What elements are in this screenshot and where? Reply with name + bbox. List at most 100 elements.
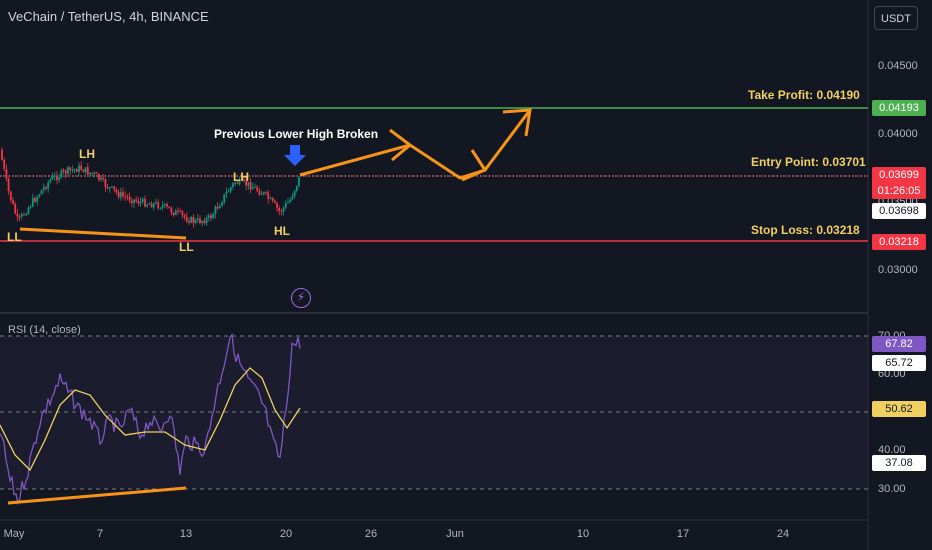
candle-body <box>75 169 78 173</box>
candle-body <box>56 175 58 181</box>
candle-body <box>36 196 39 202</box>
candle-body <box>119 192 122 198</box>
candle-body <box>192 216 195 224</box>
time-tick-2: 13 <box>179 528 193 540</box>
candle-body <box>278 207 281 211</box>
candle-body <box>291 196 294 200</box>
candle-body <box>29 206 32 208</box>
candle-body <box>3 159 6 169</box>
candle-body <box>106 187 109 189</box>
rsi-tick-60: 60.00 <box>878 368 906 380</box>
candle-body <box>234 182 237 184</box>
candle-body <box>12 200 14 204</box>
candle-body <box>124 196 127 198</box>
candle-body <box>236 182 239 184</box>
projection-arrowhead-1 <box>389 128 413 162</box>
candle-body <box>16 213 19 217</box>
candle-body <box>47 182 50 189</box>
candle-body <box>216 206 219 209</box>
candle-body <box>214 206 217 214</box>
breakout-arrow-icon <box>284 145 306 166</box>
candle-body <box>73 169 76 171</box>
candle-body <box>128 196 131 201</box>
candle-body <box>168 206 171 209</box>
candle-body <box>5 168 8 179</box>
candle-body <box>205 217 208 224</box>
lightning-bolt-icon[interactable]: ⚡ <box>291 288 311 308</box>
candle-body <box>25 214 28 216</box>
candle-body <box>163 204 166 206</box>
candle-body <box>60 170 63 178</box>
candle-body <box>229 187 232 192</box>
currency-button[interactable]: USDT <box>874 6 918 30</box>
candle-body <box>188 221 190 223</box>
candle-body <box>1 150 3 160</box>
candle-body <box>159 207 162 209</box>
candle-body <box>38 194 41 197</box>
candle-body <box>23 214 25 216</box>
candle-body <box>102 177 105 180</box>
candle-body <box>82 169 85 173</box>
candle-body <box>31 198 34 207</box>
swing-label-hl: HL <box>274 224 290 238</box>
rsi-tick-40: 40.00 <box>878 444 906 456</box>
candle-body <box>62 170 65 172</box>
price-tick-3: 0.03000 <box>878 264 918 276</box>
candle-body <box>207 215 210 218</box>
candle-body <box>91 172 94 174</box>
candle-body <box>152 203 155 208</box>
candle-body <box>58 177 61 181</box>
stop-loss-badge: 0.03218 <box>872 234 926 250</box>
candle-body <box>196 218 199 221</box>
candle-body <box>34 198 36 202</box>
time-tick-6: 10 <box>576 528 590 540</box>
candle-body <box>265 192 267 194</box>
candle-body <box>93 172 96 174</box>
candle-body <box>282 207 285 212</box>
candle-body <box>179 211 182 213</box>
candle-body <box>172 212 175 216</box>
rsi-tick-30: 30.00 <box>878 483 906 495</box>
candle-body <box>78 165 80 173</box>
rsi-line <box>0 332 301 506</box>
candle-body <box>243 179 245 181</box>
rsi-title[interactable]: RSI (14, close) <box>8 324 81 336</box>
time-tick-5: Jun <box>446 528 464 540</box>
candle-body <box>218 205 221 209</box>
candle-body <box>115 189 118 193</box>
candle-body <box>49 179 52 183</box>
candle-body <box>18 216 21 218</box>
price-tick-0: 0.04500 <box>878 60 918 72</box>
candle-body <box>249 182 252 190</box>
candle-body <box>295 185 298 191</box>
entry-point-label: Entry Point: 0.03701 <box>751 155 866 169</box>
candle-body <box>183 214 186 218</box>
candle-body <box>89 172 91 175</box>
candle-body <box>84 167 87 173</box>
candle-body <box>287 202 289 204</box>
candle-body <box>210 215 212 219</box>
candle-body <box>126 196 129 198</box>
candle-body <box>122 192 124 197</box>
stop-loss-label: Stop Loss: 0.03218 <box>751 223 860 237</box>
projection-arrowhead-2 <box>461 149 488 182</box>
rsi-ma-value-badge: 50.62 <box>872 401 926 417</box>
candle-body <box>181 211 184 215</box>
candle-body <box>86 167 89 175</box>
time-tick-0: May <box>3 528 25 540</box>
candle-body <box>199 218 201 223</box>
candle-body <box>148 203 151 205</box>
candle-body <box>293 190 296 197</box>
lower-low-trendline <box>19 227 187 240</box>
price-tick-1: 0.04000 <box>878 128 918 140</box>
prev-close-badge: 0.03698 <box>872 203 926 219</box>
candle-body <box>9 191 12 201</box>
candle-body <box>258 190 261 195</box>
candle-body <box>14 203 17 214</box>
candle-body <box>267 192 270 199</box>
candle-body <box>227 191 230 193</box>
candle-body <box>67 167 69 174</box>
take-profit-badge: 0.04193 <box>872 100 926 116</box>
candle-body <box>113 186 116 190</box>
